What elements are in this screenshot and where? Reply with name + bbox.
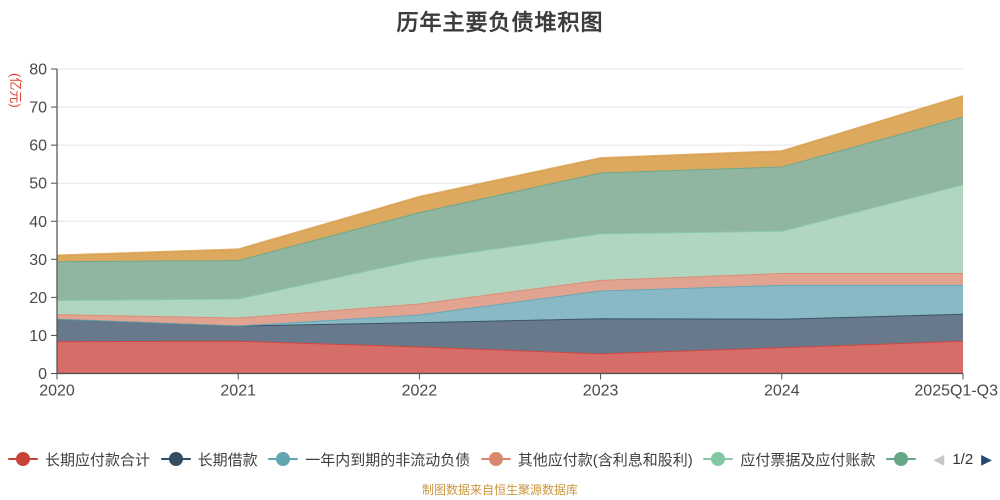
plot-area: 0 10 20 30 40 50 60 70 80 2020 2021 2022 2023 2024 202… — [29, 62, 998, 400]
legend-item-other-payables[interactable]: 其他应付款(含利息和股利) — [480, 449, 693, 470]
legend-label: 长期应付款合计 — [45, 451, 151, 469]
legend-item-noncurrent-due-1y[interactable]: 一年内到期的非流动负债 — [268, 449, 470, 470]
y-tick-label: 10 — [29, 328, 47, 345]
x-tick-label: 2024 — [764, 383, 800, 400]
area-band-5[interactable] — [57, 116, 963, 301]
area-band-2[interactable] — [57, 284, 963, 326]
legend-item-long-term-loans[interactable]: 长期借款 — [160, 449, 258, 470]
pager-prev-icon[interactable]: ◀ — [933, 450, 945, 467]
chart-title: 历年主要负债堆积图 — [396, 10, 604, 35]
legend-marker-icon — [8, 452, 38, 466]
y-tick-label: 0 — [38, 366, 47, 383]
area-line-6 — [56, 95, 964, 257]
y-tick-label: 70 — [29, 100, 47, 117]
legend: 长期应付款合计 长期借款 一年内到期的非流动负债 其他应付款(含利息和股利) 应… — [0, 446, 1000, 472]
legend-marker-icon — [160, 452, 191, 466]
y-tick-label: 50 — [29, 176, 47, 193]
area-band-1[interactable] — [57, 313, 963, 354]
y-tick-label: 20 — [29, 290, 47, 307]
legend-label: 应付票据及应付账款 — [740, 451, 876, 469]
x-tick-label: 2020 — [39, 383, 75, 400]
area-band-3[interactable] — [57, 273, 963, 326]
area-band-6[interactable] — [57, 96, 963, 262]
y-tick-label: 80 — [29, 62, 47, 79]
data-source-note: 制图数据来自恒生聚源数据库 — [421, 483, 578, 497]
legend-marker-icon — [480, 452, 511, 466]
y-tick-label: 30 — [29, 252, 47, 269]
y-tick-label: 40 — [29, 214, 47, 231]
legend-label: 长期借款 — [197, 451, 258, 469]
pager-page-indicator: 1/2 — [952, 450, 974, 468]
legend-label: 一年内到期的非流动负债 — [305, 451, 471, 469]
x-tick-label: 2023 — [583, 383, 619, 400]
legend-item-notes-accounts-payable[interactable]: 应付票据及应付账款 — [703, 449, 875, 470]
y-tick-label: 60 — [29, 138, 47, 155]
x-tick-label: 2022 — [402, 383, 438, 400]
legend-pager: ◀ 1/2 ▶ — [934, 451, 992, 468]
legend-marker-icon — [703, 452, 734, 466]
legend-label: 其他应付款(含利息和股利) — [517, 451, 693, 469]
area-band-4[interactable] — [57, 184, 963, 318]
legend-marker-icon — [268, 452, 299, 466]
legend-item-long-term-payables[interactable]: 长期应付款合计 — [8, 449, 150, 470]
pager-next-icon[interactable]: ▶ — [981, 450, 992, 467]
legend-marker-icon — [885, 452, 916, 466]
x-tick-label: 2025Q1-Q3 — [914, 383, 998, 400]
x-tick-label: 2021 — [220, 383, 256, 400]
legend-item-truncated[interactable] — [885, 452, 923, 466]
